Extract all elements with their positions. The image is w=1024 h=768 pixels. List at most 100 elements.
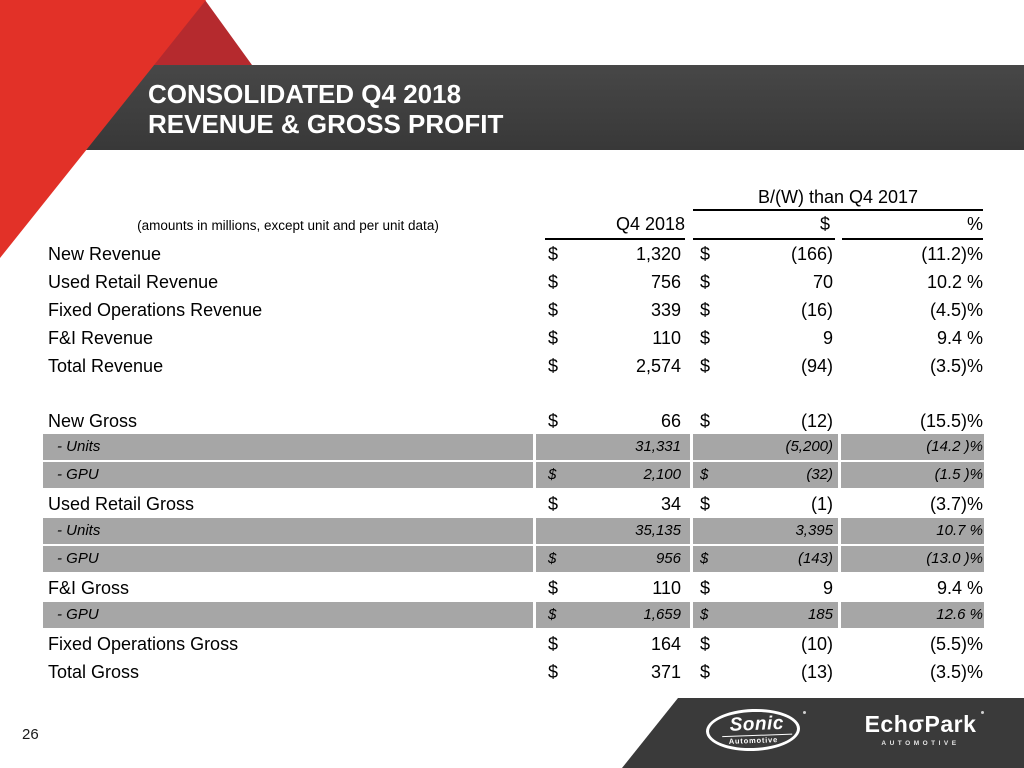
bw-dollar-cell: (5,200) <box>693 434 838 460</box>
row-label: - GPU <box>57 466 99 483</box>
currency-symbol: $ <box>548 272 559 292</box>
q4-2018-cell: $956 <box>536 546 690 572</box>
row-label: - GPU <box>57 606 99 623</box>
cell-value: (5,200) <box>785 438 833 455</box>
cell-value: (13.0 )% <box>926 550 983 567</box>
row-label-cell: - GPU <box>43 462 533 488</box>
currency-symbol: $ <box>548 356 559 376</box>
currency-symbol: $ <box>700 356 711 376</box>
column-rule-dollar <box>693 238 835 240</box>
cell-value: 34 <box>660 494 681 514</box>
q4-2018-cell: $34 <box>536 490 690 518</box>
bw-percent-cell: 12.6 % <box>841 602 984 628</box>
bw-percent-cell: (3.7)% <box>841 490 984 518</box>
currency-symbol: $ <box>700 244 711 264</box>
currency-symbol: $ <box>700 328 711 348</box>
table-row: - GPU $1,659 $185 12.6 % <box>0 602 1024 628</box>
cell-value: 9.4 % <box>936 328 983 348</box>
cell-value: (14.2 )% <box>926 438 983 455</box>
bw-dollar-cell: $ (1) <box>693 490 838 518</box>
currency-symbol: $ <box>700 634 711 654</box>
column-header-q4-2018: Q4 2018 <box>615 214 685 234</box>
bw-percent-cell: 10.2 % <box>841 268 984 296</box>
row-label: Total Gross <box>48 662 140 682</box>
table-row: - Units 35,135 3,395 10.7 % <box>0 518 1024 544</box>
cell-value: (1.5 )% <box>934 466 983 483</box>
echopark-wordmark: EchσPark <box>864 711 977 737</box>
currency-symbol: $ <box>700 272 711 292</box>
q4-2018-cell: $2,100 <box>536 462 690 488</box>
cell-value: (13) <box>800 662 833 682</box>
row-label: Total Revenue <box>48 356 164 376</box>
cell-value: 339 <box>650 300 681 320</box>
bw-percent-cell: 9.4 % <box>841 574 984 602</box>
bw-dollar-cell: $ (10) <box>693 630 838 658</box>
cell-value: (15.5)% <box>919 411 983 431</box>
cell-value: (16) <box>800 300 833 320</box>
echopark-subtext: AUTOMOTIVE <box>881 740 960 747</box>
row-label-cell: - Units <box>43 434 533 460</box>
bw-percent-cell: 9.4 % <box>841 324 984 352</box>
row-label: Used Retail Gross <box>48 494 195 514</box>
echopark-trademark-icon <box>981 711 984 714</box>
currency-symbol: $ <box>700 578 711 598</box>
currency-symbol: $ <box>548 300 559 320</box>
cell-value: 956 <box>655 550 681 567</box>
bw-percent-cell: (13.0 )% <box>841 546 984 572</box>
cell-value: 756 <box>650 272 681 292</box>
bw-percent-cell: 10.7 % <box>841 518 984 544</box>
q4-2018-cell: $164 <box>536 630 690 658</box>
currency-symbol: $ <box>700 606 709 623</box>
cell-value: (32) <box>806 466 833 483</box>
cell-value: 164 <box>650 634 681 654</box>
cell-value: 371 <box>650 662 681 682</box>
column-rule-percent <box>842 238 983 240</box>
bw-dollar-cell: $ (166) <box>693 240 838 268</box>
row-label-cell: - GPU <box>43 602 533 628</box>
bw-percent-cell: (15.5)% <box>841 407 984 435</box>
cell-value: 1,659 <box>643 606 681 623</box>
cell-value: 9.4 % <box>936 578 983 598</box>
cell-value: 12.6 % <box>936 606 983 623</box>
bw-dollar-cell: $ (143) <box>693 546 838 572</box>
currency-symbol: $ <box>548 550 557 567</box>
cell-value: (166) <box>790 244 833 264</box>
sonic-trademark-icon <box>803 711 806 714</box>
cell-value: (143) <box>797 550 833 567</box>
cell-value: 10.7 % <box>936 522 983 539</box>
table-row: Total Revenue $2,574 $ (94) (3.5)% <box>0 352 1024 380</box>
row-label: F&I Revenue <box>48 328 154 348</box>
row-label-cell: F&I Gross <box>43 574 533 602</box>
q4-2018-cell: $2,574 <box>536 352 690 380</box>
currency-symbol: $ <box>548 578 559 598</box>
units-note: (amounts in millions, except unit and pe… <box>137 218 439 233</box>
cell-value: 70 <box>812 272 833 292</box>
bw-dollar-cell: $9 <box>693 324 838 352</box>
bw-percent-cell: (5.5)% <box>841 630 984 658</box>
row-label: Fixed Operations Gross <box>48 634 239 654</box>
echopark-logo-icon: EchσPark AUTOMOTIVE <box>858 711 984 747</box>
row-label-cell: - Units <box>43 518 533 544</box>
cell-value: (94) <box>800 356 833 376</box>
sonic-logo-subtext: Automotive <box>728 735 779 746</box>
row-label: F&I Gross <box>48 578 130 598</box>
bw-percent-cell: (11.2)% <box>841 240 984 268</box>
row-label-cell: New Revenue <box>43 240 533 268</box>
currency-symbol: $ <box>548 494 559 514</box>
row-label-cell: Used Retail Revenue <box>43 268 533 296</box>
row-label-cell: Total Gross <box>43 658 533 686</box>
table-row: New Revenue $1,320 $ (166) (11.2)% <box>0 240 1024 268</box>
column-group-header: B/(W) than Q4 2017 <box>757 187 919 207</box>
cell-value: 9 <box>822 328 833 348</box>
currency-symbol: $ <box>700 300 711 320</box>
cell-value: 9 <box>822 578 833 598</box>
row-label: Used Retail Revenue <box>48 272 219 292</box>
table-row: Used Retail Gross $34 $ (1) (3.7)% <box>0 490 1024 518</box>
row-label-cell: - GPU <box>43 546 533 572</box>
bw-percent-cell: (3.5)% <box>841 352 984 380</box>
cell-value: (3.5)% <box>929 662 983 682</box>
bw-dollar-cell: $ (94) <box>693 352 838 380</box>
footer-banner: Sonic Automotive EchσPark AUTOMOTIVE <box>622 698 1024 768</box>
currency-symbol: $ <box>700 550 709 567</box>
